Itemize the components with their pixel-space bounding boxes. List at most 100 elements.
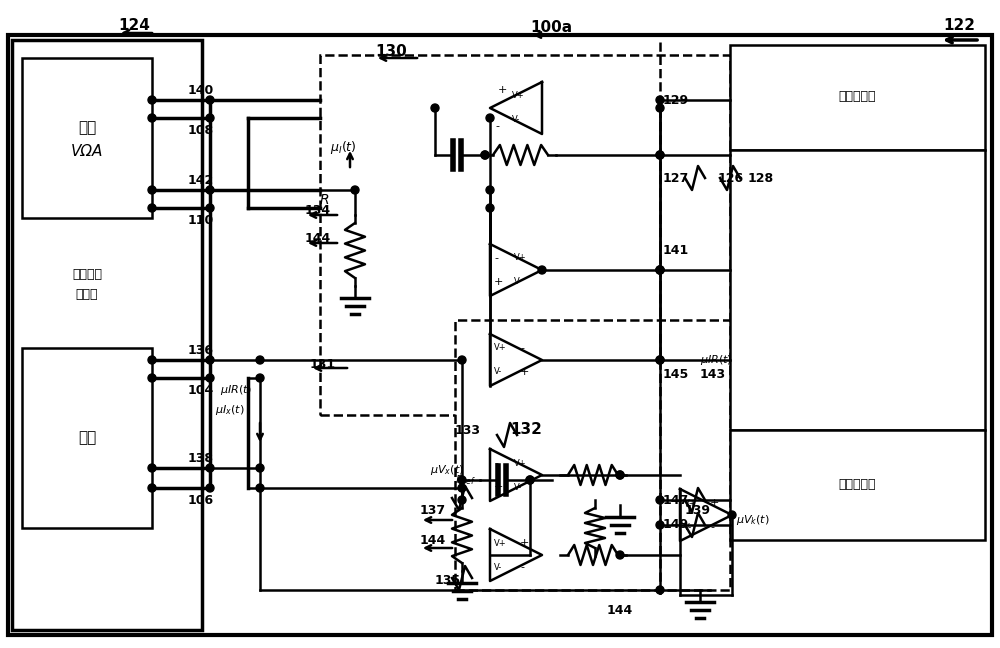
Circle shape — [206, 186, 214, 194]
Text: 127: 127 — [663, 172, 689, 185]
Circle shape — [481, 151, 489, 159]
Text: +: + — [498, 85, 507, 95]
Text: VΩA: VΩA — [71, 145, 103, 159]
Text: +: + — [710, 498, 719, 508]
Bar — [320, 55, 730, 415]
Text: V+: V+ — [494, 343, 507, 353]
Text: 132: 132 — [510, 422, 542, 437]
Circle shape — [148, 96, 156, 104]
Circle shape — [728, 511, 736, 519]
Text: 138: 138 — [188, 452, 214, 465]
Text: -: - — [710, 522, 714, 532]
Text: 129: 129 — [663, 93, 689, 106]
Bar — [455, 320, 730, 590]
Circle shape — [486, 186, 494, 194]
Circle shape — [431, 104, 439, 112]
Text: -: - — [494, 253, 498, 263]
Circle shape — [616, 551, 624, 559]
Text: V+: V+ — [684, 498, 697, 507]
Text: 124: 124 — [118, 17, 150, 32]
Text: 139: 139 — [685, 503, 711, 516]
Text: 143: 143 — [700, 369, 726, 382]
Text: V+: V+ — [514, 253, 527, 262]
Text: R: R — [320, 193, 330, 207]
Circle shape — [656, 521, 664, 529]
Text: V+: V+ — [514, 459, 527, 467]
Text: 110: 110 — [188, 213, 214, 227]
Circle shape — [206, 96, 214, 104]
Text: 锁相: 锁相 — [78, 430, 96, 446]
Text: 140: 140 — [188, 84, 214, 97]
Circle shape — [256, 374, 264, 382]
Text: $\mu I_x(t)$: $\mu I_x(t)$ — [215, 403, 245, 417]
Text: V-: V- — [514, 483, 522, 491]
Circle shape — [351, 186, 359, 194]
Text: $\mu IR(t)$: $\mu IR(t)$ — [700, 353, 732, 367]
Circle shape — [206, 484, 214, 492]
Text: 发生器: 发生器 — [76, 288, 98, 301]
Circle shape — [458, 356, 466, 364]
Text: 144: 144 — [305, 231, 331, 244]
Text: V-: V- — [512, 115, 520, 124]
Circle shape — [656, 356, 664, 364]
Bar — [22, 58, 152, 218]
Circle shape — [206, 204, 214, 212]
Text: +: + — [520, 367, 529, 377]
Text: 135: 135 — [435, 573, 461, 586]
Circle shape — [656, 496, 664, 504]
Circle shape — [656, 266, 664, 274]
Text: 144: 144 — [420, 533, 446, 546]
Circle shape — [486, 114, 494, 122]
Circle shape — [256, 484, 264, 492]
Circle shape — [656, 266, 664, 274]
Text: 144: 144 — [607, 603, 633, 616]
Circle shape — [148, 204, 156, 212]
Bar — [12, 40, 202, 630]
Text: 108: 108 — [188, 124, 214, 137]
Circle shape — [656, 586, 664, 594]
Bar — [730, 150, 985, 430]
Text: $\mu V_x(t)$: $\mu V_x(t)$ — [430, 463, 464, 477]
Text: 136: 136 — [188, 343, 214, 356]
Text: V-: V- — [684, 522, 692, 531]
Text: 输出: 输出 — [78, 121, 96, 135]
Circle shape — [656, 151, 664, 159]
Circle shape — [656, 96, 664, 104]
Circle shape — [458, 484, 466, 492]
Text: +: + — [520, 538, 529, 548]
Circle shape — [526, 476, 534, 484]
Text: 128: 128 — [748, 172, 774, 185]
Text: 147: 147 — [663, 494, 689, 507]
Text: 133: 133 — [455, 424, 481, 437]
Text: 126: 126 — [718, 172, 744, 185]
Text: -: - — [520, 343, 524, 353]
Circle shape — [148, 186, 156, 194]
Circle shape — [148, 356, 156, 364]
Text: 模数转换器: 模数转换器 — [838, 478, 876, 491]
Text: V-: V- — [514, 277, 522, 286]
Circle shape — [148, 484, 156, 492]
Circle shape — [616, 471, 624, 479]
Circle shape — [206, 114, 214, 122]
Text: V+: V+ — [512, 91, 525, 100]
Text: -: - — [520, 562, 524, 572]
Text: $\mu V_k(t)$: $\mu V_k(t)$ — [736, 513, 770, 527]
Text: 100a: 100a — [530, 21, 572, 36]
Text: 137: 137 — [420, 503, 446, 516]
Text: 锁相电流: 锁相电流 — [72, 268, 102, 281]
Circle shape — [656, 266, 664, 274]
Circle shape — [481, 151, 489, 159]
Text: 149: 149 — [663, 518, 689, 531]
Circle shape — [148, 114, 156, 122]
Text: 145: 145 — [663, 369, 689, 382]
Text: +: + — [494, 482, 503, 492]
Circle shape — [256, 464, 264, 472]
Text: +: + — [494, 277, 503, 287]
Circle shape — [148, 464, 156, 472]
Text: 104: 104 — [188, 384, 214, 397]
Circle shape — [206, 464, 214, 472]
Text: 106: 106 — [188, 494, 214, 507]
Text: 122: 122 — [943, 17, 975, 32]
Circle shape — [206, 374, 214, 382]
Circle shape — [616, 471, 624, 479]
